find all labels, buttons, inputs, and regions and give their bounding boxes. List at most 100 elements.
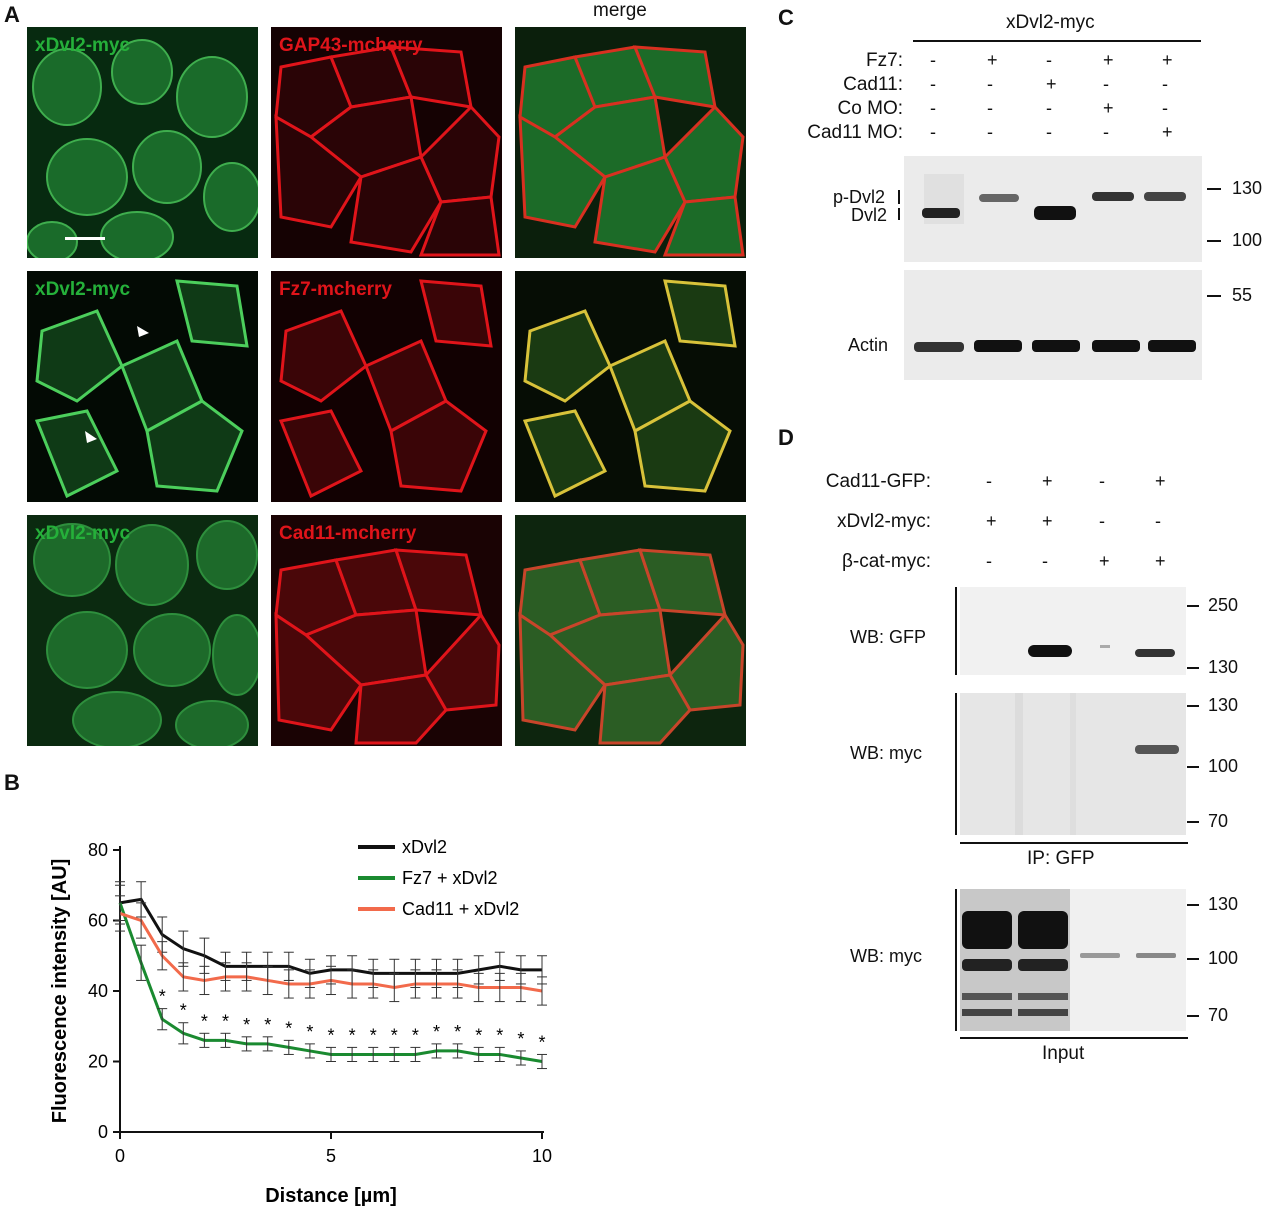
- panel-c-condition-label: Co MO:: [837, 98, 903, 119]
- panel-c-condition-label: Cad11:: [843, 74, 903, 95]
- mw-tick-d2-130: [1187, 705, 1199, 707]
- panel-c-sign: -: [987, 122, 993, 142]
- panel-c-condition-label: Fz7:: [866, 50, 903, 71]
- blot-actin: [904, 270, 1202, 380]
- label-xdvl2-row2: xDvl2-myc: [35, 279, 131, 300]
- micrograph-fz7: Fz7-mcherry: [271, 271, 502, 502]
- blot-bracket-gfp: [955, 587, 957, 675]
- mw-c-130: 130: [1232, 178, 1263, 198]
- label-gap43: GAP43-mcherry: [279, 35, 423, 56]
- mw-tick-d1-250: [1187, 605, 1199, 607]
- significance-star: *: [454, 1022, 461, 1042]
- x-tick-label: 0: [115, 1146, 125, 1166]
- panel-c-letter: C: [778, 5, 794, 30]
- arrowhead-2: [85, 431, 97, 443]
- cell-pattern-green: [27, 27, 258, 258]
- significance-star: *: [180, 1001, 187, 1021]
- y-tick-label: 0: [98, 1122, 108, 1142]
- panel-c-sign: -: [987, 98, 993, 118]
- label-wb-myc-input: WB: myc: [850, 946, 922, 966]
- label-xdvl2-row3: xDvl2-myc: [35, 523, 131, 544]
- mw-d1-250: 250: [1208, 595, 1239, 615]
- panel-c-sign: -: [1103, 74, 1109, 94]
- blot-wb-myc-input: [960, 889, 1186, 1031]
- mw-d3-100: 100: [1208, 948, 1239, 968]
- significance-star: *: [349, 1025, 356, 1045]
- significance-star: *: [538, 1032, 545, 1052]
- mw-tick-c-55: [1207, 295, 1221, 297]
- significance-star: *: [285, 1018, 292, 1038]
- label-input: Input: [1042, 1043, 1085, 1064]
- panel-d-sign: -: [1155, 511, 1161, 531]
- panel-d-sign: -: [986, 551, 992, 571]
- label-cad11: Cad11-mcherry: [279, 523, 417, 544]
- panel-c-sign: -: [1046, 122, 1052, 142]
- mw-c-55: 55: [1232, 285, 1253, 305]
- mw-c-100: 100: [1232, 230, 1263, 250]
- y-tick-label: 80: [88, 840, 108, 860]
- panel-c-sign: -: [1046, 98, 1052, 118]
- mw-d2-100: 100: [1208, 756, 1239, 776]
- micrograph-xdvl2-control: xDvl2-myc: [27, 27, 258, 258]
- panel-d-sign: +: [1099, 551, 1110, 571]
- panel-b-letter: B: [4, 770, 20, 795]
- cell-pattern-red-punctate: [271, 271, 502, 502]
- panel-c-header: xDvl2-myc: [1006, 12, 1095, 33]
- cell-pattern-red-cad11: [271, 515, 502, 746]
- significance-star: *: [306, 1022, 313, 1042]
- panel-c-sign: +: [1162, 50, 1173, 70]
- legend-label: xDvl2: [402, 837, 447, 857]
- panel-c-sign: -: [1162, 74, 1168, 94]
- panel-c-sign: +: [1103, 50, 1114, 70]
- cell-pattern-merge-yellow: [515, 271, 746, 502]
- significance-star: *: [496, 1025, 503, 1045]
- y-tick-label: 40: [88, 981, 108, 1001]
- panel-c-sign: -: [1046, 50, 1052, 70]
- panel-c-sign: -: [930, 98, 936, 118]
- significance-star: *: [370, 1025, 377, 1045]
- blot-wb-myc-ip: [960, 693, 1186, 835]
- significance-star: *: [264, 1015, 271, 1035]
- ip-rule: [960, 842, 1188, 844]
- panel-d-sign: -: [1099, 471, 1105, 491]
- significance-star: *: [412, 1025, 419, 1045]
- significance-star: *: [327, 1025, 334, 1045]
- significance-star: *: [475, 1025, 482, 1045]
- mw-d1-130: 130: [1208, 657, 1239, 677]
- mw-d2-130: 130: [1208, 695, 1239, 715]
- panel-c-header-rule: [913, 40, 1201, 42]
- label-fz7: Fz7-mcherry: [279, 279, 392, 300]
- panel-c-sign: -: [1162, 98, 1168, 118]
- significance-star: *: [391, 1025, 398, 1045]
- panel-d-condition-label: β-cat-myc:: [841, 551, 931, 572]
- cell-pattern-red: [271, 27, 502, 258]
- panel-c-sign: +: [1162, 122, 1173, 142]
- significance-star: *: [243, 1015, 250, 1035]
- mw-d3-70: 70: [1208, 1005, 1229, 1025]
- mw-tick-d3-70: [1187, 1015, 1199, 1017]
- micrograph-gap43: GAP43-mcherry: [271, 27, 502, 258]
- panel-d-sign: -: [1042, 551, 1048, 571]
- cell-pattern-green-diffuse: [27, 515, 258, 746]
- label-wb-myc-ip: WB: myc: [850, 743, 922, 763]
- panel-d-condition-label: Cad11-GFP:: [825, 471, 931, 492]
- mw-tick-d2-70: [1187, 821, 1199, 823]
- label-actin: Actin: [848, 335, 889, 355]
- y-tick-label: 20: [88, 1052, 108, 1072]
- mw-d2-70: 70: [1208, 811, 1229, 831]
- panel-c-condition-label: Cad11 MO:: [807, 122, 903, 143]
- micrograph-merge-row1: [515, 27, 746, 258]
- panel-c-sign: -: [987, 74, 993, 94]
- panel-c-sign: -: [1103, 122, 1109, 142]
- significance-star: *: [517, 1029, 524, 1049]
- panel-c-sign: -: [930, 50, 936, 70]
- blot-bracket-myc-ip: [955, 693, 957, 835]
- blot-wb-gfp: [960, 587, 1186, 675]
- x-tick-label: 10: [532, 1146, 552, 1166]
- panel-d-sign: -: [1099, 511, 1105, 531]
- panel-d-condition-label: xDvl2-myc:: [837, 511, 931, 532]
- scale-bar: [65, 237, 105, 240]
- panel-d-sign: +: [1042, 471, 1053, 491]
- legend-label: Cad11 + xDvl2: [402, 899, 519, 919]
- label-p-dvl2: p-Dvl2: [833, 187, 886, 207]
